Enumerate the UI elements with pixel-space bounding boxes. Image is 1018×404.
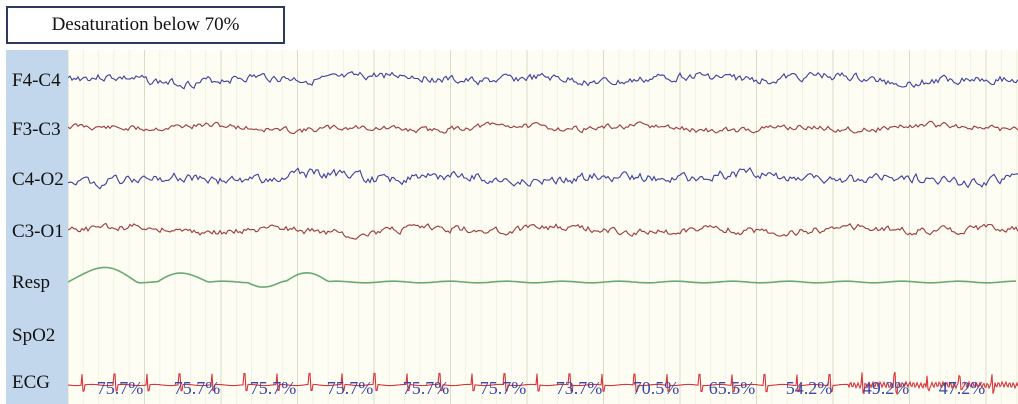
spo2-value: 75.7%: [479, 378, 527, 398]
polysomnography-trace-area: 75.7% 75.7% 75.7% 75.7% 75.7% 75.7% 73.7…: [68, 50, 1018, 404]
trace-resp: [68, 266, 1016, 288]
channel-label-f3-c3: F3-C3: [12, 119, 61, 140]
trace-ecg: [68, 371, 1018, 396]
spo2-value: 75.7%: [326, 378, 374, 398]
channel-label-ecg: ECG: [12, 372, 50, 393]
trace-canvas: [68, 50, 1018, 404]
spo2-value: 65.5%: [708, 378, 756, 398]
spo2-value: 54.2%: [785, 378, 833, 398]
trace-f4-c4: [68, 71, 1018, 90]
channel-label-resp: Resp: [12, 272, 50, 293]
channel-label-column: F4-C4 F3-C3 C4-O2 C3-O1 Resp SpO2 ECG: [6, 50, 68, 404]
channel-label-f4-c4: F4-C4: [12, 70, 61, 91]
spo2-value: 75.7%: [96, 378, 144, 398]
spo2-value: 75.7%: [173, 378, 221, 398]
spo2-value: 47.2%: [938, 378, 986, 398]
spo2-value: 75.7%: [402, 378, 450, 398]
trace-c4-o2: [68, 166, 1018, 190]
channel-label-spo2: SpO2: [12, 325, 56, 346]
desaturation-annotation: Desaturation below 70%: [6, 6, 285, 44]
spo2-value: 49.2%: [862, 378, 910, 398]
annotation-title: Desaturation below 70%: [51, 14, 240, 35]
trace-c3-o1: [68, 222, 1018, 240]
channel-label-c3-o1: C3-O1: [12, 221, 64, 242]
spo2-value: 70.5%: [632, 378, 680, 398]
spo2-value: 73.7%: [555, 378, 603, 398]
trace-f3-c3: [68, 120, 1018, 135]
channel-label-c4-o2: C4-O2: [12, 169, 64, 190]
spo2-value: 75.7%: [249, 378, 297, 398]
